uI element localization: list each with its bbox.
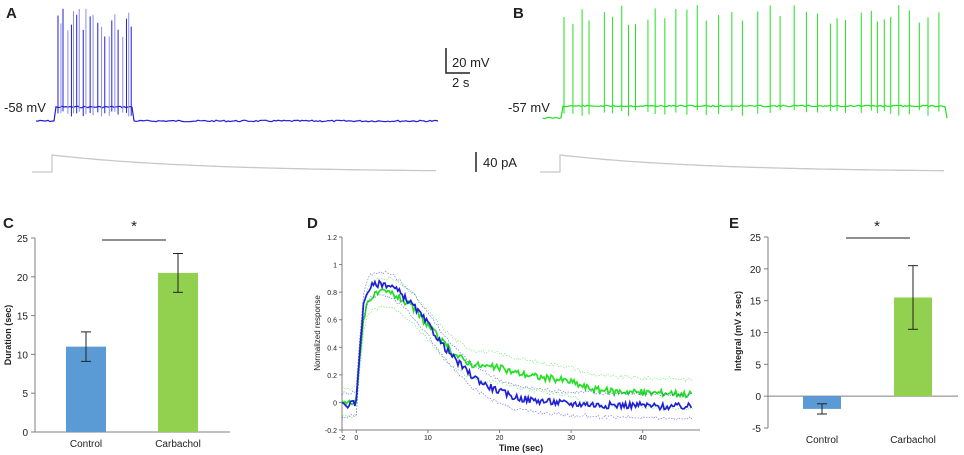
panel-b-label: B [513,5,524,22]
panel-d-series-line [341,288,693,406]
panel-e-y-tick-label: 25 [750,233,762,244]
panel-b-voltage-trace [542,5,948,120]
panel-b-trace-baseline [542,104,948,120]
panel-c-label: C [3,215,14,232]
panel-d-x-tick-label: 30 [567,435,575,442]
panel-d-y-tick-label: 0.4 [327,345,337,352]
panel-e-y-tick-label: -5 [752,424,761,435]
panel-c-y-tick-label: 0 [22,428,28,439]
panel-e-y-tick-label: 20 [750,265,762,276]
panel-c-category-label: Carbachol [155,439,201,450]
panel-b-resting-label: -57 mV [508,100,550,115]
panel-d-y-tick-label: 0 [333,400,337,407]
panel-a-label: A [6,5,17,22]
panel-e-significance-star: * [874,218,880,235]
panel-d-normalized-response-chart: -0.2 0 0.2 0.4 0.6 0.8 1 1.2 -2 0 10 20 30 40 [325,235,700,442]
panel-d-y-tick-label: 0.2 [327,373,337,380]
panel-c-y-axis-label: Duration (sec) [3,305,13,366]
voltage-time-scale-bar [445,48,470,74]
panel-d-y-tick-label: 1.2 [327,235,337,242]
panel-d-y-axis-label: Normalized response [313,295,322,371]
panel-c-y-tick-label: 25 [17,234,29,245]
panel-c-category-label: Control [70,439,102,450]
panel-e-y-tick-label: 10 [750,329,762,340]
panel-c-y-tick-label: 20 [17,273,29,284]
panel-d-sem-envelope [341,276,693,391]
panel-a-trace-baseline [35,105,439,123]
panel-d-y-tick-label: 1 [333,263,337,270]
panel-e-y-tick-label: 5 [755,360,761,371]
time-scale-label: 2 s [452,75,470,90]
panel-c-y-tick-label: 5 [22,389,28,400]
panel-d-x-axis-label: Time (sec) [499,443,543,453]
panel-d-y-tick-label: 0.6 [327,318,337,325]
panel-d-sem-envelope [341,293,694,420]
panel-c-y-tick-label: 15 [17,312,29,323]
panel-e-y-tick-label: 15 [750,297,762,308]
panel-e-bar [803,396,841,409]
panel-d-x-tick-label: 10 [424,435,432,442]
panel-c-significance-star: * [131,218,137,235]
panel-c-y-tick-label: 10 [17,350,29,361]
panel-e-label: E [729,215,739,232]
panel-d-series-line [341,279,693,412]
panel-e-integral-chart: -5 0 5 10 15 20 25 [750,233,958,435]
panel-d-y-tick-label: -0.2 [325,428,337,435]
panel-d-x-tick-label: -2 [339,435,345,442]
panel-c-bar [158,272,198,432]
panel-d-sem-envelope [341,271,693,398]
panel-b-stimulus-trace [540,154,945,173]
panel-d-label: D [307,215,318,232]
panel-e-y-tick-label: 0 [755,392,761,403]
panel-a-voltage-trace [35,8,439,123]
panel-d-x-tick-label: 20 [496,435,504,442]
panel-a-stimulus-trace [32,154,437,173]
panel-d-x-tick-label: 40 [639,435,647,442]
panel-e-category-label: Control [806,435,838,446]
panel-d-y-tick-label: 0.8 [327,290,337,297]
voltage-scale-label: 20 mV [452,55,490,70]
panel-e-category-label: Carbachol [890,435,936,446]
panel-e-y-axis-label: Integral (mV x sec) [733,291,743,371]
panel-c-duration-chart: 0 5 10 15 20 25 [17,234,230,439]
panel-a-resting-label: -58 mV [4,100,46,115]
panel-d-x-tick-label: 0 [354,435,358,442]
current-scale-label: 40 pA [483,155,517,170]
